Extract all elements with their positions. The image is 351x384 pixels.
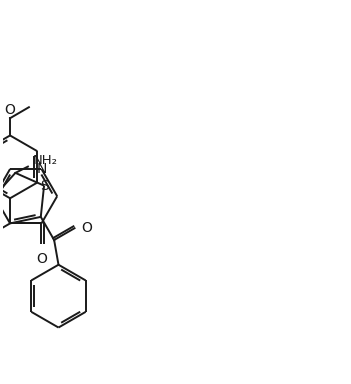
Text: O: O bbox=[5, 103, 15, 117]
Text: NH₂: NH₂ bbox=[33, 154, 58, 167]
Text: N: N bbox=[36, 162, 47, 176]
Text: O: O bbox=[36, 252, 47, 266]
Text: O: O bbox=[81, 221, 92, 235]
Text: S: S bbox=[40, 179, 48, 193]
